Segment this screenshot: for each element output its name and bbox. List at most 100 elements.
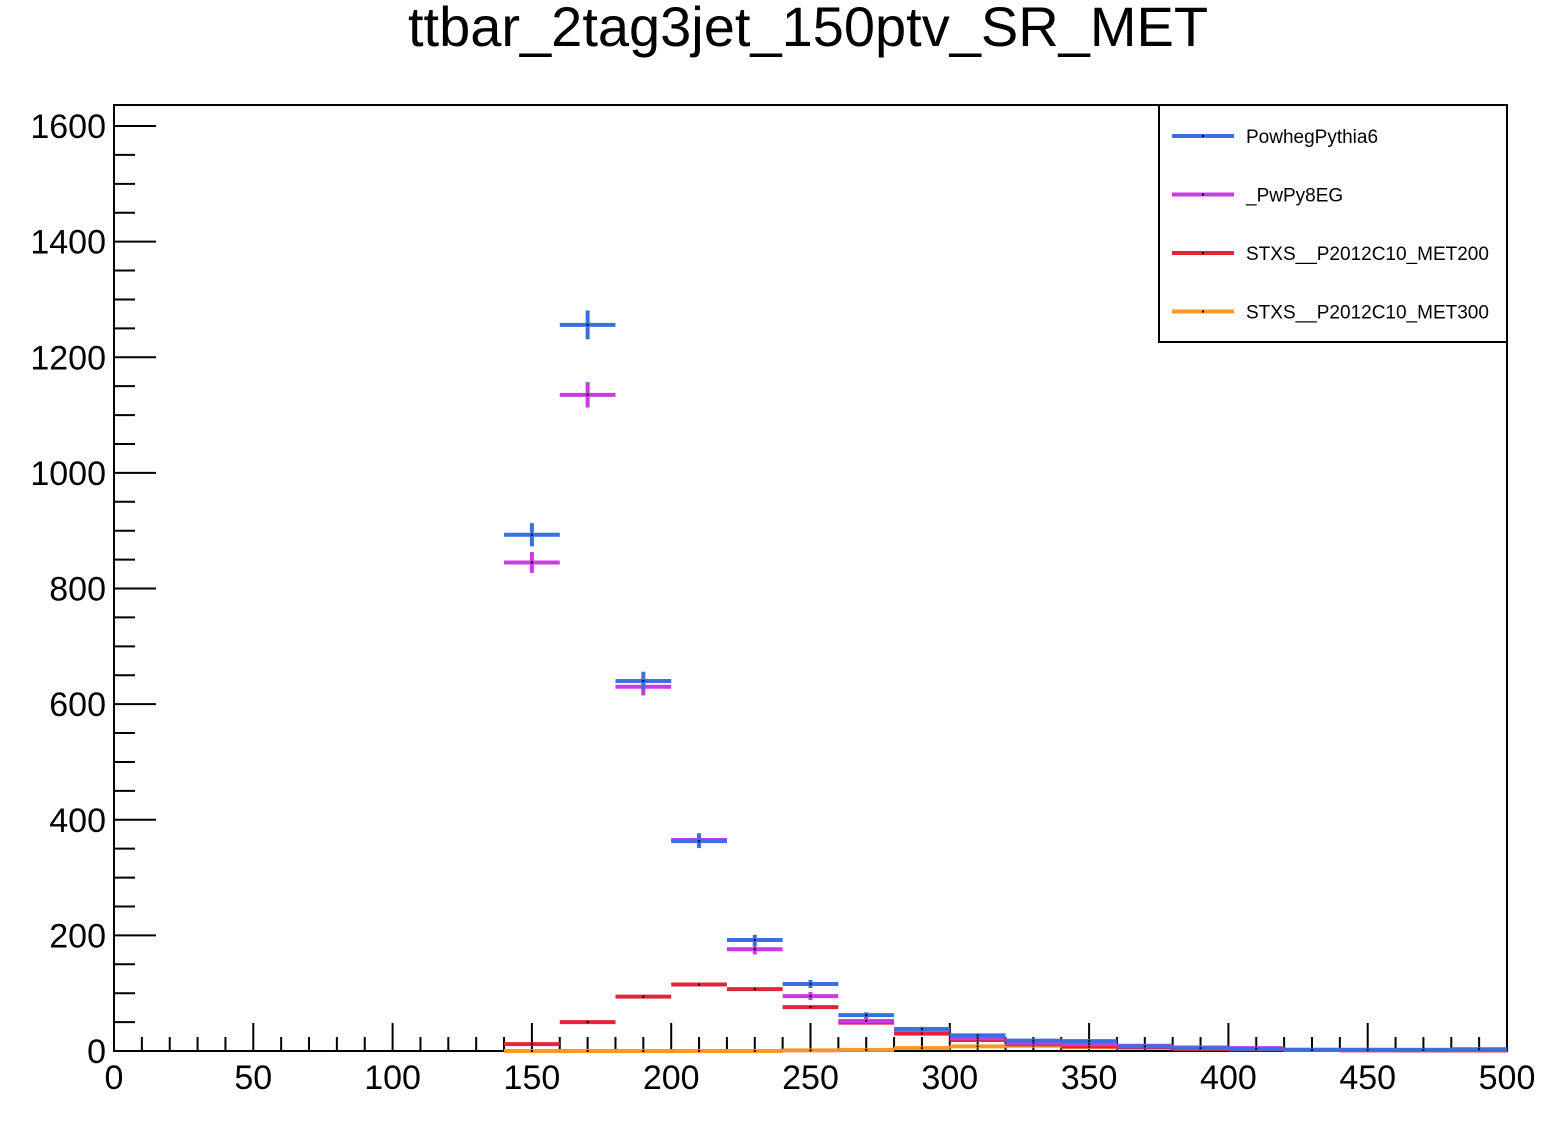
- y-tick-label: 0: [87, 1033, 106, 1071]
- point-marker: [586, 323, 589, 326]
- point-marker: [1143, 1045, 1146, 1048]
- x-tick-label: 300: [921, 1059, 978, 1097]
- data-point: [615, 994, 672, 999]
- point-marker: [753, 988, 756, 991]
- point-marker: [865, 1048, 868, 1051]
- data-point: [1284, 1047, 1340, 1052]
- legend-label: STXS__P2012C10_MET300: [1246, 303, 1489, 324]
- point-marker: [1088, 1045, 1091, 1048]
- data-point: [504, 1042, 560, 1047]
- legend-entry: _PwPy8EG: [1172, 186, 1343, 207]
- x-tick-label: 0: [105, 1059, 124, 1097]
- data-point: [559, 382, 616, 408]
- legend-entry: PowhegPythia6: [1172, 127, 1378, 148]
- point-marker: [698, 983, 701, 986]
- point-marker: [976, 1045, 979, 1048]
- x-tick-label: 350: [1061, 1059, 1118, 1097]
- data-point: [671, 1049, 727, 1053]
- point-marker: [865, 1019, 868, 1022]
- point-marker: [642, 680, 645, 682]
- data-point: [504, 1049, 560, 1053]
- point-marker: [642, 995, 645, 998]
- point-marker: [586, 393, 589, 396]
- series-_PwPy8EG: [504, 382, 1507, 1052]
- data-point: [1395, 1047, 1452, 1052]
- y-tick-label: 800: [49, 571, 106, 609]
- point-marker: [586, 1021, 589, 1024]
- data-point: [1005, 1038, 1062, 1043]
- legend-label: STXS__P2012C10_MET200: [1246, 244, 1489, 265]
- data-point: [1172, 1046, 1229, 1051]
- point-marker: [920, 1032, 923, 1035]
- data-point: [838, 1018, 895, 1024]
- y-tick-label: 1400: [30, 224, 106, 262]
- data-point: [726, 944, 783, 955]
- data-point: [615, 1049, 672, 1053]
- point-marker: [809, 1006, 812, 1009]
- point-marker: [976, 1034, 979, 1037]
- point-marker: [1366, 1048, 1369, 1051]
- point-marker: [809, 982, 812, 985]
- data-point: [1228, 1046, 1285, 1051]
- y-tick-label: 200: [49, 917, 106, 955]
- y-tick-label: 600: [49, 686, 106, 724]
- data-point: [671, 834, 727, 849]
- data-point: [949, 1044, 1006, 1049]
- x-tick-label: 450: [1339, 1059, 1396, 1097]
- point-marker: [753, 939, 756, 941]
- x-tick-label: 200: [643, 1059, 700, 1097]
- data-point: [615, 671, 672, 691]
- data-point: [504, 552, 560, 573]
- x-tick-label: 150: [504, 1059, 561, 1097]
- point-marker: [530, 1043, 533, 1046]
- point-marker: [753, 948, 756, 951]
- data-point: [559, 1020, 616, 1025]
- point-marker: [1032, 1039, 1035, 1042]
- x-tick-label: 100: [364, 1059, 421, 1097]
- x-tick-label: 50: [234, 1059, 272, 1097]
- point-marker: [1478, 1048, 1481, 1051]
- legend-entry: STXS__P2012C10_MET300: [1172, 303, 1489, 324]
- x-axis: 0 50 100 150 200 250 300 350 400 450 500: [105, 1023, 1535, 1097]
- point-marker: [753, 1050, 756, 1052]
- point-marker: [698, 840, 701, 843]
- legend-entry: STXS__P2012C10_MET200: [1172, 244, 1489, 265]
- y-tick-label: 1200: [30, 339, 106, 377]
- point-marker: [920, 1028, 923, 1031]
- point-marker: [920, 1047, 923, 1050]
- x-tick-label: 250: [782, 1059, 839, 1097]
- point-marker: [586, 1050, 589, 1052]
- data-point: [726, 1049, 783, 1053]
- data-point: [1339, 1047, 1396, 1052]
- point-marker: [1199, 1047, 1202, 1050]
- y-tick-label: 1000: [30, 455, 106, 493]
- point-marker: [809, 995, 812, 998]
- point-marker: [1422, 1048, 1425, 1051]
- data-point: [1061, 1039, 1117, 1044]
- point-marker: [1088, 1043, 1091, 1046]
- legend-label: PowhegPythia6: [1246, 127, 1378, 148]
- x-tick-label: 400: [1200, 1059, 1257, 1097]
- point-marker: [530, 533, 533, 536]
- data-point: [559, 310, 616, 340]
- point-marker: [530, 561, 533, 564]
- data-point: [894, 1031, 950, 1036]
- series-PowhegPythia6: [504, 310, 1507, 1052]
- point-marker: [1310, 1048, 1313, 1051]
- legend-box: [1158, 104, 1508, 343]
- plot-area: 0 200 400 600 800 1000 1200 1400 1600 0 50 100 150 2…: [30, 104, 1535, 1097]
- data-point: [838, 1047, 895, 1052]
- point-marker: [698, 1050, 701, 1052]
- data-point: [782, 1005, 839, 1010]
- point-marker: [865, 1014, 868, 1017]
- legend-label: _PwPy8EG: [1245, 186, 1343, 207]
- point-marker: [809, 1049, 812, 1052]
- series-layer: [504, 310, 1507, 1053]
- data-point: [726, 987, 783, 992]
- legend-marker: [1202, 310, 1204, 313]
- data-point: [782, 992, 839, 1001]
- data-point: [782, 1048, 839, 1053]
- point-marker: [530, 1050, 533, 1052]
- data-point: [504, 523, 560, 547]
